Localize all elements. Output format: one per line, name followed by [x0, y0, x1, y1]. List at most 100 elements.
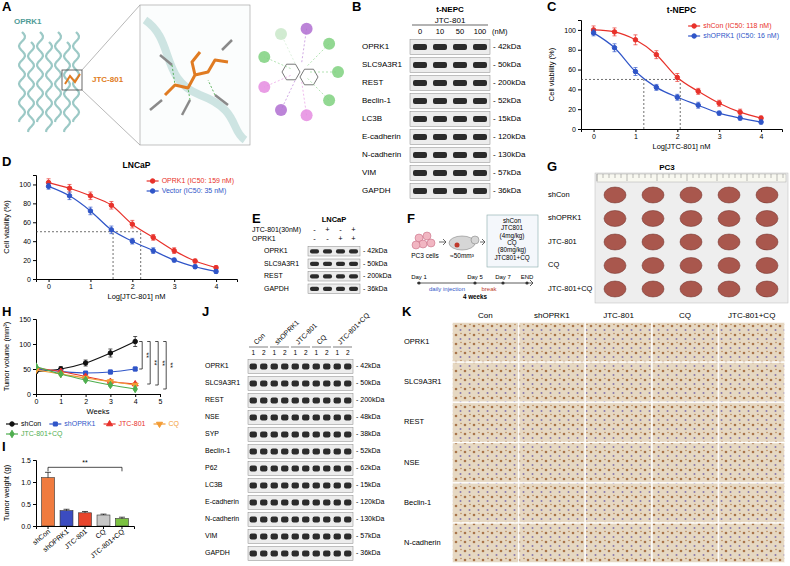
- y-tick-mark: [33, 394, 36, 395]
- data-point: [130, 222, 135, 227]
- error-bar: [109, 201, 113, 209]
- blot-band: [334, 466, 341, 472]
- data-point: [130, 239, 135, 244]
- protein-label: OPRK1: [14, 17, 42, 26]
- y-tick: 80: [568, 46, 581, 53]
- blot-strip: [410, 130, 490, 145]
- blot-size: - 120kDa: [356, 498, 385, 505]
- tumor: [680, 258, 702, 274]
- blot-band: [310, 287, 319, 291]
- blot-label: N-cadherin: [205, 515, 239, 522]
- blot-size: - 57kDa: [356, 532, 381, 539]
- mouse-body: [449, 236, 475, 250]
- ruler-tick: [627, 174, 628, 181]
- residue: [160, 55, 172, 65]
- blot-band: [334, 483, 341, 489]
- y-tick: 20: [23, 257, 36, 264]
- lane-label: 2: [325, 349, 329, 356]
- ruler-tick: [633, 174, 634, 178]
- error-bar: [47, 184, 51, 190]
- blot-band: [323, 398, 330, 404]
- y-tick-label: 0.5: [21, 501, 31, 508]
- y-tick: 40: [568, 86, 581, 93]
- blot-size: - 130kDa: [493, 150, 526, 159]
- error-bar: [675, 94, 679, 100]
- tumor: [756, 234, 778, 250]
- blot-band: [413, 116, 427, 122]
- tumor: [604, 258, 626, 274]
- panel-A: AOPRK1JTC-801: [2, 0, 344, 145]
- x-tick-mark: [216, 279, 217, 282]
- ihc-image: [652, 483, 718, 522]
- x-axis-title: Weeks: [87, 407, 110, 416]
- blot-band: [260, 551, 267, 557]
- y-tick: 60: [23, 219, 36, 226]
- data-point: [675, 75, 680, 80]
- x-tick-label: 3: [109, 398, 113, 405]
- group-label: JTC-801: [548, 237, 577, 246]
- y-tick-mark: [578, 109, 581, 110]
- x-tick-mark: [48, 526, 49, 529]
- blot-strip: [308, 272, 360, 282]
- x-tick: 4: [215, 279, 219, 290]
- error-bar: [675, 74, 679, 82]
- blot-band: [281, 534, 288, 540]
- y-axis-line: [33, 176, 37, 280]
- row-label: REST: [404, 417, 424, 426]
- data-point: [59, 370, 63, 377]
- blot-band: [334, 415, 341, 421]
- blot-band: [473, 152, 487, 158]
- ruler-tick: [669, 174, 670, 178]
- blot-strip: [410, 76, 490, 91]
- x-axis-line: [37, 280, 238, 283]
- error-bar: [151, 248, 155, 254]
- condition-sign: -: [313, 225, 316, 234]
- blot-band: [413, 188, 427, 194]
- x-tick: 3: [718, 129, 722, 140]
- blot-strip: [248, 360, 353, 374]
- blot-label: E-cadherin: [205, 498, 239, 505]
- blot-band: [313, 466, 320, 472]
- blot-size: - 15kDa: [356, 481, 381, 488]
- group-line: [249, 347, 268, 348]
- ihc-image: [519, 523, 585, 562]
- data-point: [133, 339, 138, 344]
- blot-band: [323, 449, 330, 455]
- x-axis: 01234: [582, 129, 783, 140]
- y-tick-label: 20: [23, 257, 31, 264]
- y-tick-mark: [33, 241, 36, 242]
- blot-band: [453, 170, 467, 176]
- error-bar: [738, 109, 742, 115]
- blot-band: [310, 262, 319, 266]
- blot-band: [302, 517, 309, 523]
- blot-label: VIM: [362, 168, 377, 177]
- reference-line: [581, 79, 680, 80]
- significance-label: **: [82, 459, 88, 466]
- y-tick: 1.5: [21, 457, 36, 464]
- group-label: JTC-801: [294, 322, 318, 346]
- ihc-image: [453, 363, 519, 402]
- error-bar: [193, 259, 197, 263]
- blot-band: [250, 364, 257, 370]
- lane-label: 2: [346, 349, 350, 356]
- y-tick-label: 0: [27, 276, 31, 283]
- legend-label: shOPRK1: [64, 420, 95, 427]
- blot-band: [334, 551, 341, 557]
- blot-band: [433, 80, 447, 86]
- ruler-tick: [777, 174, 778, 181]
- legend: shCon (IC50: 118 nM)shOPRK1 (IC50: 16 nM…: [688, 22, 779, 40]
- y-tick: 150: [19, 316, 36, 323]
- legend-label: CQ: [169, 420, 180, 428]
- panel-letter: E: [252, 211, 261, 226]
- y-axis-title: Cell viability (%): [2, 200, 11, 254]
- series-line: [594, 33, 762, 122]
- blot-band: [292, 381, 299, 387]
- blot-size: - 57kDa: [493, 168, 522, 177]
- y-tick: 50: [23, 366, 36, 373]
- blot-band: [292, 483, 299, 489]
- significance-label: **: [143, 353, 150, 359]
- blot-band: [281, 551, 288, 557]
- blot-band: [323, 517, 330, 523]
- blot-band: [453, 98, 467, 104]
- helix: [37, 32, 43, 122]
